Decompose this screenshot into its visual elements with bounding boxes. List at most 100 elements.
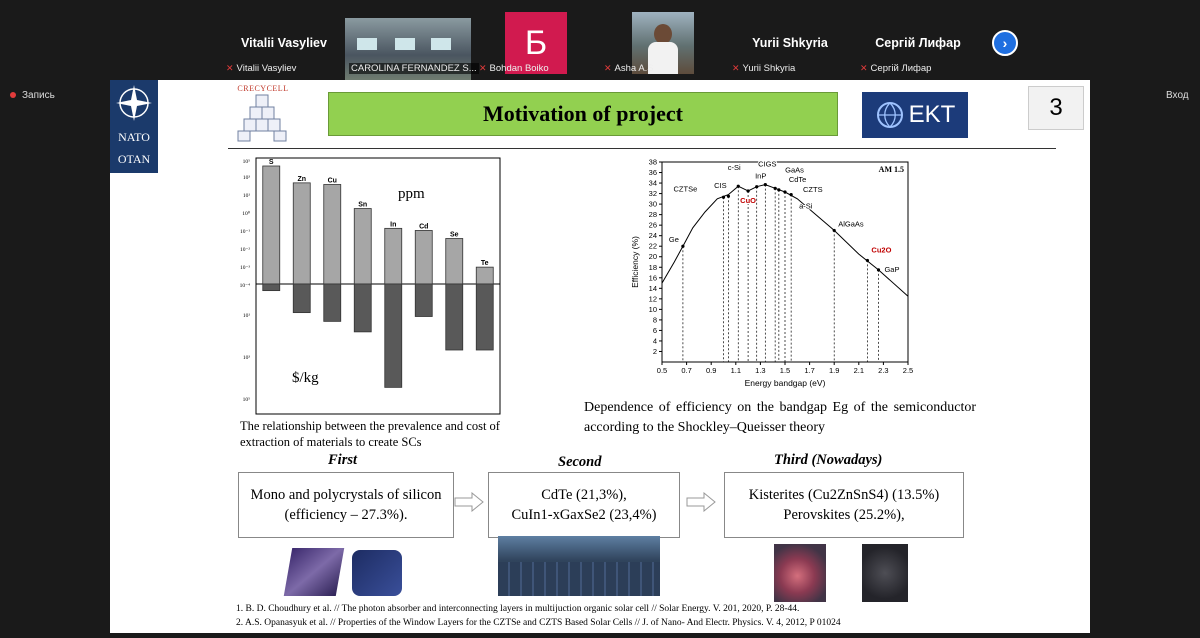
reference-2: 2. A.S. Opanasyuk et al. // Properties o… — [236, 618, 841, 628]
otan-label: OTAN — [117, 152, 151, 166]
mic-muted-icon: ✕ — [479, 63, 487, 73]
ytick-label: 10⁻¹ — [240, 229, 250, 235]
participant-tile-serhii[interactable]: Сергій Лифар ✕ Сергій Лифар — [856, 10, 980, 76]
x-axis-label: Energy bandgap (eV) — [745, 378, 826, 388]
solar-panels-photo — [498, 536, 660, 596]
y-tick-label: 32 — [649, 189, 657, 198]
bar-ppm — [323, 184, 342, 285]
y-tick-label: 18 — [649, 263, 657, 272]
silicon-cells-photo — [283, 544, 412, 600]
material-point — [832, 228, 836, 233]
bar-ppm — [414, 230, 433, 285]
third-generation-box: Kisterites (Cu2ZnSnS4) (13.5%) Perovskit… — [724, 472, 964, 538]
participant-label: ✕ Vitalii Vasyliev — [226, 63, 297, 74]
material-label: a-Si — [799, 202, 813, 211]
y-tick-label: 8 — [653, 315, 657, 324]
material-label: CuO — [740, 196, 756, 205]
bar-ppm — [353, 208, 372, 285]
ekt-logo: EKT — [862, 92, 968, 138]
x-tick-label: 2.3 — [878, 366, 888, 375]
globe-icon — [876, 102, 903, 128]
x-tick-label: 1.7 — [804, 366, 814, 375]
participant-tile-asha[interactable]: ✕ Asha A.S — [600, 10, 724, 76]
y-tick-label: 2 — [653, 347, 657, 356]
first-generation-heading: First — [328, 452, 358, 468]
crecycell-logo: CRECYCELL — [228, 84, 298, 146]
chart-title: AM 1.5 — [879, 165, 904, 174]
x-tick-label: 1.1 — [731, 366, 741, 375]
bar-label: In — [390, 221, 396, 228]
left-chart-caption: The relationship between the prevalence … — [240, 419, 500, 449]
material-point — [726, 194, 731, 198]
ytick-label: 10³ — [243, 175, 251, 181]
avatar: Б — [505, 12, 567, 74]
participant-tile-bohdan[interactable]: Б ✕ Bohdan Boiko — [475, 10, 599, 76]
y-tick-label: 24 — [649, 231, 657, 240]
material-label: Ge — [669, 235, 679, 244]
ytick-label: 10⁻² — [240, 247, 250, 253]
ytick-label: 10³ — [243, 355, 251, 361]
right-chart-caption: Dependence of efficiency on the bandgap … — [584, 400, 976, 435]
video-feed — [632, 12, 694, 74]
bar-ppm — [384, 227, 403, 285]
y-tick-label: 38 — [649, 158, 657, 167]
efficiency-line-chart: 0.5 0.7 0.9 1.1 1.3 1.5 1.7 1.9 2.1 2.3 2.52468101… — [630, 158, 913, 389]
bar-chart: S Zn Cu Sn In Cd Se Te 10⁵ 10³ 10¹ 10⁰ 10⁻¹ 10⁻² 10⁻³ 1… — [240, 157, 501, 415]
material-label: CIGS — [758, 160, 776, 169]
bar-label: S — [269, 159, 274, 166]
second-generation-line1: CdTe (21,3%), — [541, 487, 627, 503]
participant-tile-vitalii[interactable]: Vitalii Vasyliev ✕ Vitalii Vasyliev — [222, 10, 346, 76]
bar-label: Cd — [419, 223, 428, 230]
ppm-annotation: ppm — [398, 186, 425, 202]
material-point — [681, 244, 685, 248]
ytick-label: 10⁰ — [242, 210, 251, 217]
ekt-label: EKT — [908, 101, 956, 128]
participant-tile-yurii[interactable]: Yurii Shkyria ✕ Yurii Shkyria — [728, 10, 852, 76]
cost-annotation: $/kg — [292, 370, 319, 386]
bar-cost — [414, 283, 433, 317]
x-tick-label: 0.7 — [681, 366, 691, 375]
material-point — [789, 193, 793, 197]
nato-label: NATO — [118, 130, 150, 144]
nato-logo: NATO OTAN — [110, 80, 158, 173]
ytick-label: 10⁻³ — [240, 265, 250, 271]
y-tick-label: 22 — [649, 242, 657, 251]
y-tick-label: 36 — [649, 168, 657, 177]
second-generation-box: CdTe (21,3%), CuIn1-xGaxSe2 (23,4%) — [488, 472, 680, 538]
x-tick-label: 0.9 — [706, 366, 716, 375]
record-dot-icon — [10, 92, 16, 99]
x-tick-label: 1.9 — [829, 366, 839, 375]
material-point — [876, 268, 881, 272]
y-tick-label: 28 — [649, 210, 657, 219]
material-point — [721, 195, 726, 199]
participant-name: Yurii Shkyria — [752, 36, 828, 50]
third-generation-line1: Kisterites (Cu2ZnSnS4) (13.5%) — [748, 487, 940, 503]
material-point — [773, 186, 777, 190]
material-label: InP — [755, 172, 766, 181]
material-label: GaAs — [785, 165, 804, 174]
y-tick-label: 26 — [649, 221, 657, 230]
bar-ppm — [292, 182, 311, 285]
cubes-icon — [237, 94, 287, 142]
material-point — [763, 183, 767, 187]
third-generation-line2: Perovskites (25.2%), — [783, 507, 905, 523]
mic-muted-icon: ✕ — [860, 63, 868, 73]
reference-1: 1. B. D. Choudhury et al. // The photon … — [236, 604, 800, 614]
x-tick-label: 2.5 — [903, 366, 913, 375]
participant-label: ✕ Asha A.S — [604, 63, 654, 74]
next-page-button[interactable]: › — [992, 30, 1018, 56]
material-label: Cu2O — [871, 245, 891, 254]
material-label: CZTS — [803, 185, 823, 194]
first-generation-box: Mono and polycrystals of silicon (effici… — [238, 472, 454, 538]
material-point — [736, 184, 740, 188]
second-generation-line2: CuIn1-xGaxSe2 (23,4%) — [511, 507, 657, 523]
participant-tile-carolina[interactable]: CAROLINA FERNANDEZ S... — [345, 10, 479, 80]
x-tick-label: 0.5 — [657, 366, 667, 375]
material-point — [783, 190, 787, 194]
y-tick-label: 4 — [653, 336, 657, 345]
bar-cost — [475, 283, 494, 351]
y-tick-label: 12 — [649, 294, 657, 303]
material-point — [746, 189, 750, 193]
exit-label[interactable]: Вход — [1166, 90, 1189, 101]
mic-muted-icon: ✕ — [604, 63, 612, 73]
